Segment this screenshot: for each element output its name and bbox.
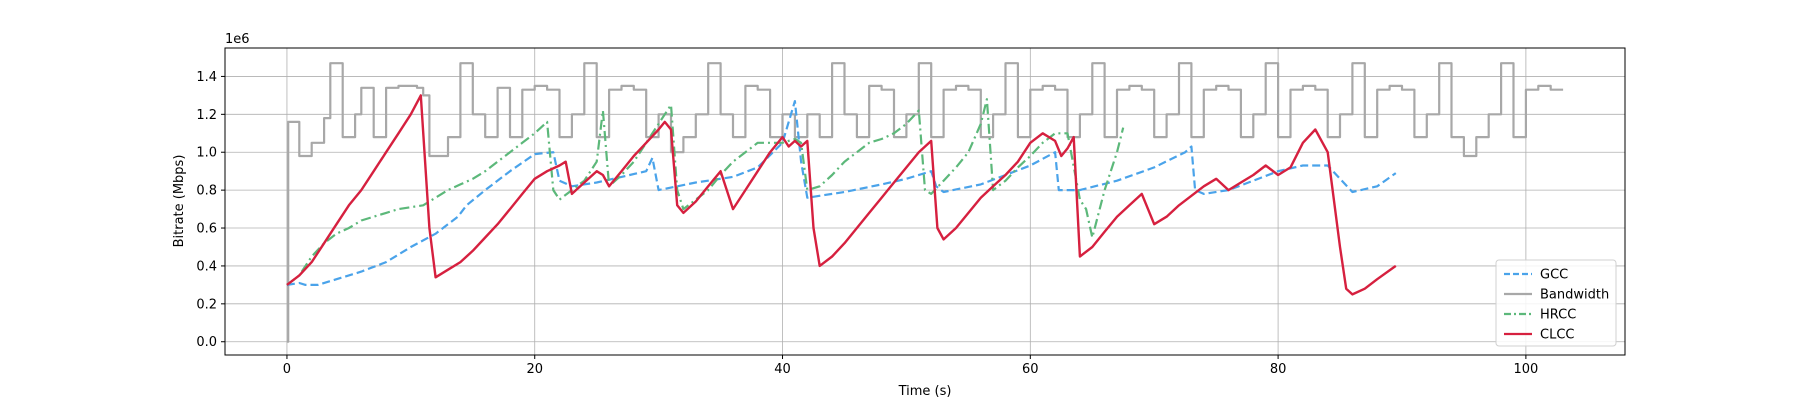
series-line-clcc (286, 94, 1397, 296)
x-tick-label: 60 (1022, 362, 1039, 377)
y-tick-label: 1.2 (196, 108, 217, 123)
x-tick-label: 20 (526, 362, 543, 377)
y-tick-label: 1.0 (196, 146, 217, 161)
y-offset-label: 1e6 (225, 32, 250, 47)
legend-label-gcc: GCC (1540, 268, 1568, 283)
y-tick-label: 1.4 (196, 70, 217, 85)
plot-frame (224, 47, 1626, 356)
series-layer (286, 62, 1564, 343)
legend-box (1495, 259, 1617, 347)
x-tick-label: 100 (1513, 362, 1538, 377)
series-line-bandwidth (286, 62, 1564, 343)
y-tick-label: 0.0 (196, 335, 217, 350)
y-tick-label: 0.8 (196, 184, 217, 199)
x-axis-label: Time (s) (898, 384, 952, 399)
x-tick-label: 0 (283, 362, 291, 377)
y-axis-label: Bitrate (Mbps) (172, 155, 187, 248)
y-tick-label: 0.2 (196, 297, 217, 312)
y-tick-label: 0.6 (196, 222, 217, 237)
axes: 0 20 40 60 80 100 0.0 0.2 0.4 0.6 0.8 1.0 1.2 1.4 (196, 70, 1538, 377)
legend-label-bandwidth: Bandwidth (1540, 288, 1609, 303)
legend-label-clcc: CLCC (1540, 328, 1574, 343)
series-line-gcc (286, 100, 1397, 286)
x-tick-label: 80 (1270, 362, 1287, 377)
legend: GCC Bandwidth HRCC CLCC (1495, 259, 1617, 347)
series-line-hrcc (286, 98, 1125, 286)
y-tick-label: 0.4 (196, 259, 217, 274)
legend-label-hrcc: HRCC (1540, 308, 1576, 323)
x-tick-label: 40 (774, 362, 791, 377)
